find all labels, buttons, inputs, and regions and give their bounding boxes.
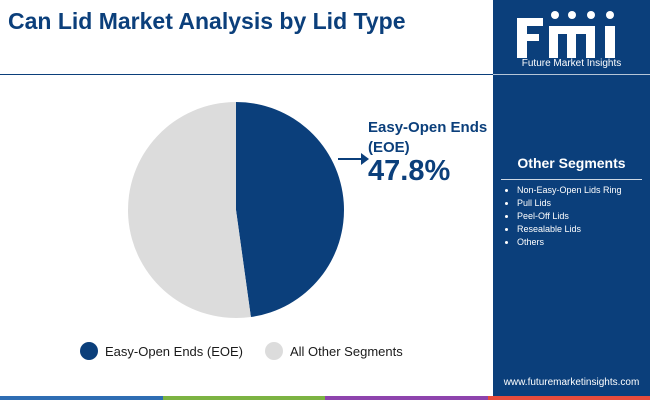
legend-label-other: All Other Segments [290,343,403,359]
other-segments-rule [501,179,642,180]
pie-slices [128,102,345,318]
sidebar-divider [493,74,650,75]
segment-item: Others [517,236,650,249]
footer-bar-segment [325,396,488,400]
fmi-logo [517,11,615,58]
legend-item-eoe: Easy-Open Ends (EOE) [80,342,243,360]
chart-title-text: Can Lid Market Analysis by Lid Type [8,8,406,34]
title-divider [0,74,493,75]
segment-item: Peel-Off Lids [517,210,650,223]
legend-swatch-eoe [80,342,98,360]
footer-color-bar [0,396,650,400]
legend-item-other: All Other Segments [265,342,403,360]
pie-slice-eoe [236,102,345,317]
callout-value: 47.8% [368,155,451,187]
segment-item: Non-Easy-Open Lids Ring [517,184,650,197]
legend-label-eoe: Easy-Open Ends (EOE) [105,343,243,359]
footer-bar-segment [0,396,163,400]
segment-item: Resealable Lids [517,223,650,236]
footer-bar-segment [162,396,325,400]
pie-chart [128,102,369,318]
other-segments-title: Other Segments [517,155,626,171]
pie-slice-other [128,102,251,318]
chart-legend: Easy-Open Ends (EOE) All Other Segments [80,342,403,360]
footer-bar-segment [487,396,650,400]
callout-arrow [338,153,369,165]
website-url[interactable]: www.futuremarketinsights.com [503,377,640,388]
sidebar: Future Market Insights Other Segments No… [493,0,650,400]
segment-item: Pull Lids [517,197,650,210]
callout-label: Easy-Open Ends (EOE) [368,119,488,156]
chart-title: Can Lid Market Analysis by Lid Type [8,8,405,35]
logo-caption: Future Market Insights [521,58,622,69]
other-segments-list: Non-Easy-Open Lids Ring Pull Lids Peel-O… [503,184,650,249]
legend-swatch-other [265,342,283,360]
